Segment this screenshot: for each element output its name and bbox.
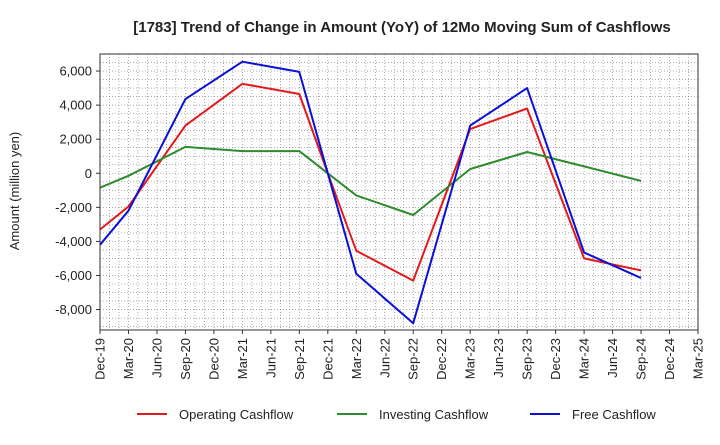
legend: Operating Cashflow Investing Cashflow Free…	[137, 407, 656, 422]
legend-label: Free Cashflow	[572, 407, 656, 422]
x-tick-label: Jun-21	[263, 338, 278, 378]
x-tick-label: Dec-19	[93, 338, 108, 380]
x-tick-label: Sep-21	[292, 338, 307, 380]
series-operating-cashflow-line	[99, 82, 642, 282]
y-tick-label: -2,000	[55, 200, 92, 215]
x-ticks: Dec-19 Mar-20 Jun-20 Sep-20 Dec-20 Mar-21 Jun-…	[93, 330, 706, 380]
x-tick-label: Dec-22	[434, 338, 449, 380]
legend-label: Investing Cashflow	[379, 407, 489, 422]
y-tick-label: -6,000	[55, 268, 92, 283]
x-tick-label: Dec-20	[206, 338, 221, 380]
series-free-cashflow-line	[99, 60, 642, 325]
x-tick-label: Mar-23	[463, 338, 478, 379]
y-ticks: -8,000 -6,000 -4,000 -2,000 0 2,000 4,000 6,000	[55, 64, 100, 317]
x-tick-label: Sep-20	[178, 338, 193, 380]
x-tick-label: Mar-20	[121, 338, 136, 379]
y-axis-label: Amount (million yen)	[7, 132, 22, 251]
legend-label: Operating Cashflow	[179, 407, 294, 422]
series-lines	[99, 60, 642, 325]
chart-title: [1783] Trend of Change in Amount (YoY) o…	[133, 19, 671, 36]
x-tick-label: Mar-21	[235, 338, 250, 379]
x-tick-label: Mar-25	[691, 338, 706, 379]
plot-frame	[99, 53, 699, 331]
y-tick-label: 2,000	[59, 132, 92, 147]
series-investing-cashflow-line	[99, 145, 642, 216]
legend-item-operating-cashflow: Operating Cashflow	[137, 407, 294, 422]
x-tick-label: Dec-21	[320, 338, 335, 380]
x-tick-label: Sep-22	[406, 338, 421, 380]
x-tick-label: Jun-22	[377, 338, 392, 378]
x-tick-label: Jun-23	[491, 338, 506, 378]
x-tick-label: Dec-23	[548, 338, 563, 380]
y-tick-label: 0	[85, 166, 92, 181]
y-tick-label: 6,000	[59, 64, 92, 79]
y-tick-label: -4,000	[55, 234, 92, 249]
x-tick-label: Jun-20	[149, 338, 164, 378]
y-tick-label: 4,000	[59, 98, 92, 113]
y-tick-label: -8,000	[55, 302, 92, 317]
legend-item-investing-cashflow: Investing Cashflow	[337, 407, 489, 422]
x-tick-label: Mar-24	[577, 338, 592, 379]
x-tick-label: Jun-24	[605, 338, 620, 378]
x-tick-label: Sep-23	[520, 338, 535, 380]
grid	[100, 53, 698, 330]
x-tick-label: Dec-24	[662, 338, 677, 380]
x-tick-label: Sep-24	[634, 338, 649, 380]
x-tick-label: Mar-22	[349, 338, 364, 379]
legend-item-free-cashflow: Free Cashflow	[530, 407, 656, 422]
